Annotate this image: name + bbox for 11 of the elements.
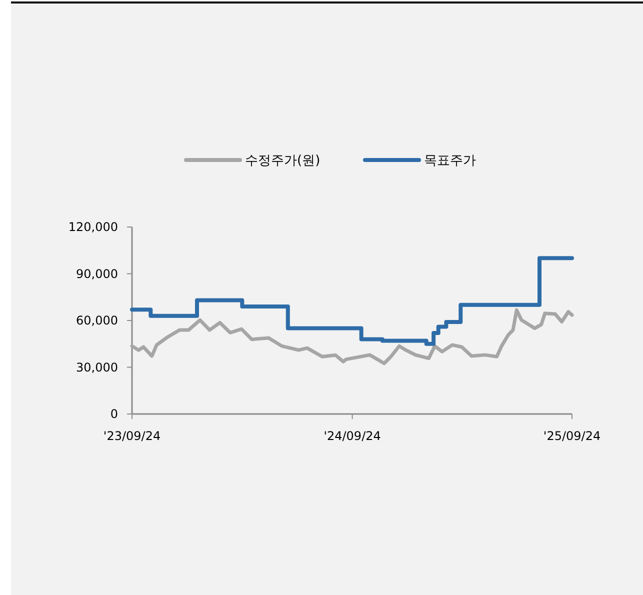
line-series [130, 308, 574, 366]
y-tick-label: 0 [110, 407, 118, 422]
x-tick-label: '23/09/24 [103, 429, 161, 443]
y-tick-label: 120,000 [68, 220, 118, 234]
legend-label: 목표주가 [424, 154, 476, 169]
x-tick-label: '24/09/24 [324, 429, 381, 443]
y-tick-label: 90,000 [76, 266, 118, 281]
x-tick-label: '25/09/24 [543, 429, 601, 443]
y-tick-label: 30,000 [76, 360, 118, 374]
legend-label: 수정주가(원) [245, 154, 320, 169]
y-tick-label: 60,000 [76, 314, 118, 328]
